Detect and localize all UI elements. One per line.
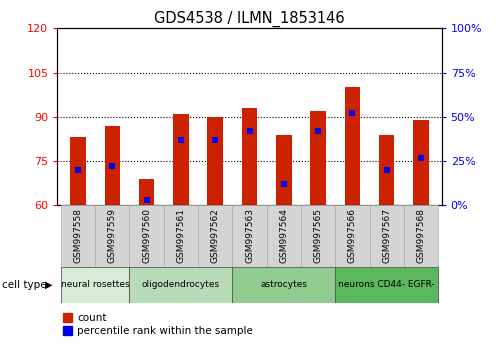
Bar [242,108,257,205]
Bar [70,137,86,205]
Text: GSM997567: GSM997567 [382,208,391,263]
Bar [173,114,189,205]
Text: cell type: cell type [2,280,47,290]
Bar [276,135,291,205]
Bar [95,205,129,267]
Bar [233,205,266,267]
Bar [129,267,233,303]
Bar [208,117,223,205]
Bar [370,205,404,267]
Text: astrocytes: astrocytes [260,280,307,290]
Bar [129,205,164,267]
Bar [139,179,154,205]
Bar [413,120,429,205]
Bar [61,267,129,303]
Bar [301,205,335,267]
Text: GSM997564: GSM997564 [279,208,288,263]
Text: GSM997559: GSM997559 [108,208,117,263]
Bar [164,205,198,267]
Text: GSM997558: GSM997558 [73,208,82,263]
Bar [233,267,335,303]
Bar [266,205,301,267]
Text: GSM997563: GSM997563 [245,208,254,263]
Text: GSM997561: GSM997561 [176,208,186,263]
Text: GSM997565: GSM997565 [313,208,323,263]
Bar [404,205,438,267]
Bar [345,87,360,205]
Text: neural rosettes: neural rosettes [61,280,129,290]
Text: oligodendrocytes: oligodendrocytes [142,280,220,290]
Bar [310,111,326,205]
Text: GDS4538 / ILMN_1853146: GDS4538 / ILMN_1853146 [154,11,345,27]
Bar [379,135,394,205]
Bar [61,205,95,267]
Text: GSM997562: GSM997562 [211,208,220,263]
Text: ▶: ▶ [45,280,52,290]
Text: GSM997568: GSM997568 [417,208,426,263]
Legend: count, percentile rank within the sample: count, percentile rank within the sample [62,313,253,336]
Text: neurons CD44- EGFR-: neurons CD44- EGFR- [338,280,435,290]
Bar [105,126,120,205]
Bar [198,205,233,267]
Text: GSM997566: GSM997566 [348,208,357,263]
Bar [335,267,438,303]
Text: GSM997560: GSM997560 [142,208,151,263]
Bar [335,205,370,267]
